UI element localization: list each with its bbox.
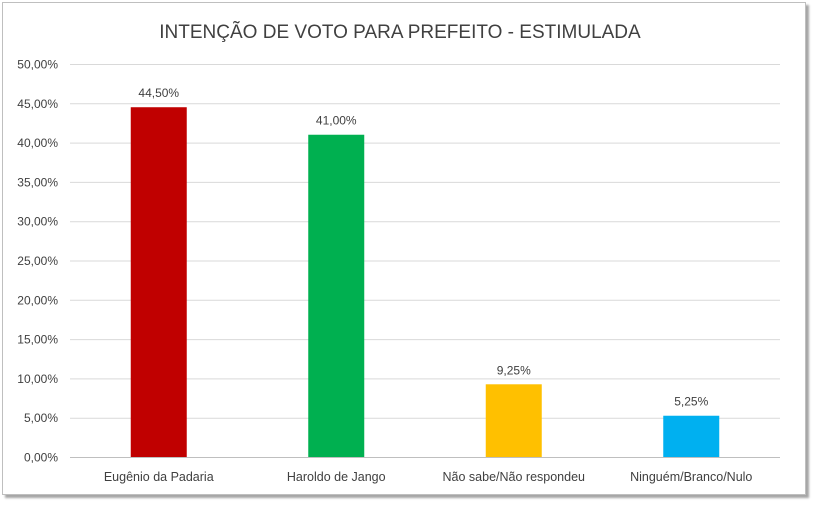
y-tick-label: 45,00% [17, 97, 58, 111]
y-tick-label: 5,00% [24, 411, 58, 425]
gridlines [70, 64, 780, 458]
chart-title: INTENÇÃO DE VOTO PARA PREFEITO - ESTIMUL… [159, 21, 641, 43]
data-label: 9,25% [497, 363, 531, 377]
data-labels: 44,50% 41,00% 9,25% 5,25% [138, 86, 708, 409]
y-tick-label: 20,00% [17, 293, 58, 307]
y-tick-label: 50,00% [17, 58, 58, 72]
data-label: 5,25% [674, 395, 708, 409]
y-tick-label: 25,00% [17, 254, 58, 268]
bar-1 [130, 107, 187, 457]
category-label: Haroldo de Jango [287, 470, 386, 484]
bar-3 [485, 384, 542, 457]
category-label: Ninguém/Branco/Nulo [630, 470, 752, 484]
bar-2 [308, 134, 365, 458]
data-label: 41,00% [316, 114, 357, 128]
y-tick-label: 10,00% [17, 372, 58, 386]
category-label: Eugênio da Padaria [104, 470, 214, 484]
y-tick-label: 35,00% [17, 175, 58, 189]
y-tick-label: 30,00% [17, 215, 58, 229]
y-tick-label: 0,00% [24, 451, 58, 465]
category-label: Não sabe/Não respondeu [443, 470, 586, 484]
y-axis-ticks: 0,00% 5,00% 10,00% 15,00% 20,00% 25,00% 30,00%… [17, 58, 58, 465]
x-axis-categories: Eugênio da Padaria Haroldo de Jango Não sa… [104, 470, 753, 484]
bars [130, 107, 720, 458]
bar-4 [663, 415, 720, 457]
data-label: 44,50% [138, 86, 179, 100]
y-tick-label: 15,00% [17, 333, 58, 347]
y-tick-label: 40,00% [17, 136, 58, 150]
